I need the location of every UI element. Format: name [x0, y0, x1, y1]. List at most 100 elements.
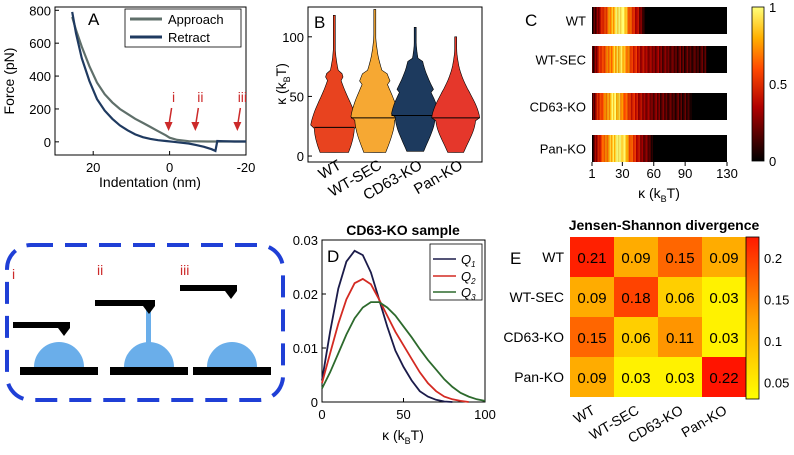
heatmap-cell	[634, 135, 637, 162]
heatmap-cell	[631, 93, 633, 120]
heatmap-cell	[595, 7, 597, 34]
heatmap-cell	[686, 93, 688, 120]
panel-e-colorbar-ticks: 0.05 0.1 0.15 0.2	[764, 251, 789, 391]
panel-d-legend: Q1 Q2 Q3	[429, 243, 483, 302]
substrate-i	[20, 367, 98, 375]
heatmap-cell	[651, 135, 653, 162]
heatmap-cell	[653, 46, 655, 73]
heatmap-cell	[637, 135, 639, 162]
heatmap-cell	[667, 93, 669, 120]
heatmap-cell	[647, 93, 649, 120]
jsd-cell	[702, 317, 746, 357]
heatmap-cell	[606, 7, 608, 34]
jsd-value: 0.09	[577, 370, 606, 387]
heatmap-cell	[646, 135, 648, 162]
heatmap-cell	[608, 7, 610, 34]
heatmap-cell	[621, 135, 623, 162]
heatmap-cell	[675, 93, 677, 120]
heatmap-cell	[641, 7, 643, 34]
colorbar-tick-label: 0.15	[764, 292, 789, 307]
heatmap-cell	[607, 7, 609, 34]
panel-e-cells: 0.21 0.09 0.15 0.09 0.09 0.18 0.06 0.03 0.15 0.06…	[570, 237, 746, 397]
panel-c-label: C	[525, 11, 537, 30]
heatmap-cell	[637, 93, 639, 120]
heatmap-cell	[683, 93, 685, 120]
legend-q1: Q1	[461, 252, 476, 269]
tip-i	[58, 328, 70, 336]
heatmap-cell	[633, 93, 636, 120]
panel-d-title: CD63-KO sample	[346, 222, 460, 238]
heatmap-cell	[597, 93, 599, 120]
b-sub: B	[282, 76, 292, 82]
heatmap-cell	[611, 7, 614, 34]
heatmap-cell	[674, 93, 676, 120]
heatmap-cell	[599, 135, 601, 162]
heatmap-cell	[668, 93, 670, 120]
jsd-value: 0.21	[577, 250, 606, 267]
heatmap-cell	[640, 46, 642, 73]
heatmap-cell	[648, 93, 650, 120]
row-label: WT-SEC	[535, 53, 586, 68]
colorbar-tick-label: 0.05	[764, 375, 789, 390]
heatmap-cell	[609, 135, 611, 162]
jsd-value: 0.03	[621, 370, 650, 387]
jsd-cell	[658, 237, 702, 277]
tip-iii	[225, 291, 237, 299]
heatmap-cell	[612, 7, 615, 34]
jsd-cell	[702, 277, 746, 317]
x-tick-label: 0	[166, 160, 173, 175]
heatmap-cell	[652, 93, 654, 120]
y-tick-label: 400	[29, 69, 51, 84]
jsd-value: 0.15	[577, 330, 606, 347]
heatmap-cell	[672, 46, 674, 73]
heatmap-cell	[647, 46, 649, 73]
heatmap-cell	[670, 93, 672, 120]
heatmap-cell	[679, 46, 682, 73]
heatmap-cell	[649, 46, 651, 73]
heatmap-cell	[628, 93, 630, 120]
annotation-i: i	[172, 89, 175, 105]
heatmap-cell	[605, 93, 607, 120]
annotation-arrow-head	[191, 122, 200, 131]
heatmap-cell	[624, 7, 626, 34]
heatmap-cell	[688, 93, 690, 120]
heatmap-cell	[608, 135, 610, 162]
heatmap-cell	[679, 93, 682, 120]
series-q3	[321, 301, 486, 402]
heatmap-cell	[678, 93, 681, 120]
heatmap-cell	[704, 46, 706, 73]
heatmap-cell	[611, 46, 614, 73]
colorbar-tick-label: 0.1	[764, 334, 782, 349]
row-label: Pan-KO	[514, 369, 564, 385]
heatmap-cell	[632, 93, 634, 120]
heatmap-cell	[599, 7, 601, 34]
heatmap-cell	[610, 135, 612, 162]
heatmap-cell	[684, 93, 686, 120]
heatmap-cell	[611, 93, 614, 120]
heatmap-cell	[623, 7, 625, 34]
heatmap-cell	[630, 135, 632, 162]
jsd-cell	[702, 357, 746, 397]
heatmap-cell	[682, 46, 684, 73]
heatmap-cell	[641, 93, 643, 120]
heatmap-cell	[639, 46, 641, 73]
heatmap-cell	[604, 46, 606, 73]
panel-d-series	[321, 249, 486, 403]
heatmap-cell	[598, 7, 600, 34]
heatmap-cell	[626, 135, 628, 162]
panel-b-ylabel: κ (kBT)	[273, 63, 292, 105]
heatmap-cell	[607, 135, 609, 162]
jsd-value: 0.15	[665, 250, 694, 267]
heatmap-cell	[677, 93, 679, 120]
heatmap-cell	[610, 93, 612, 120]
heatmap-cell	[604, 135, 606, 162]
heatmap-cell	[626, 7, 628, 34]
heatmap-cell	[646, 93, 648, 120]
heatmap-cell	[633, 135, 636, 162]
heatmap-cell	[625, 7, 627, 34]
heatmap-cell	[636, 7, 638, 34]
heatmap-cell	[681, 93, 683, 120]
heatmap-cell	[616, 93, 618, 120]
heatmap-cell	[632, 7, 634, 34]
